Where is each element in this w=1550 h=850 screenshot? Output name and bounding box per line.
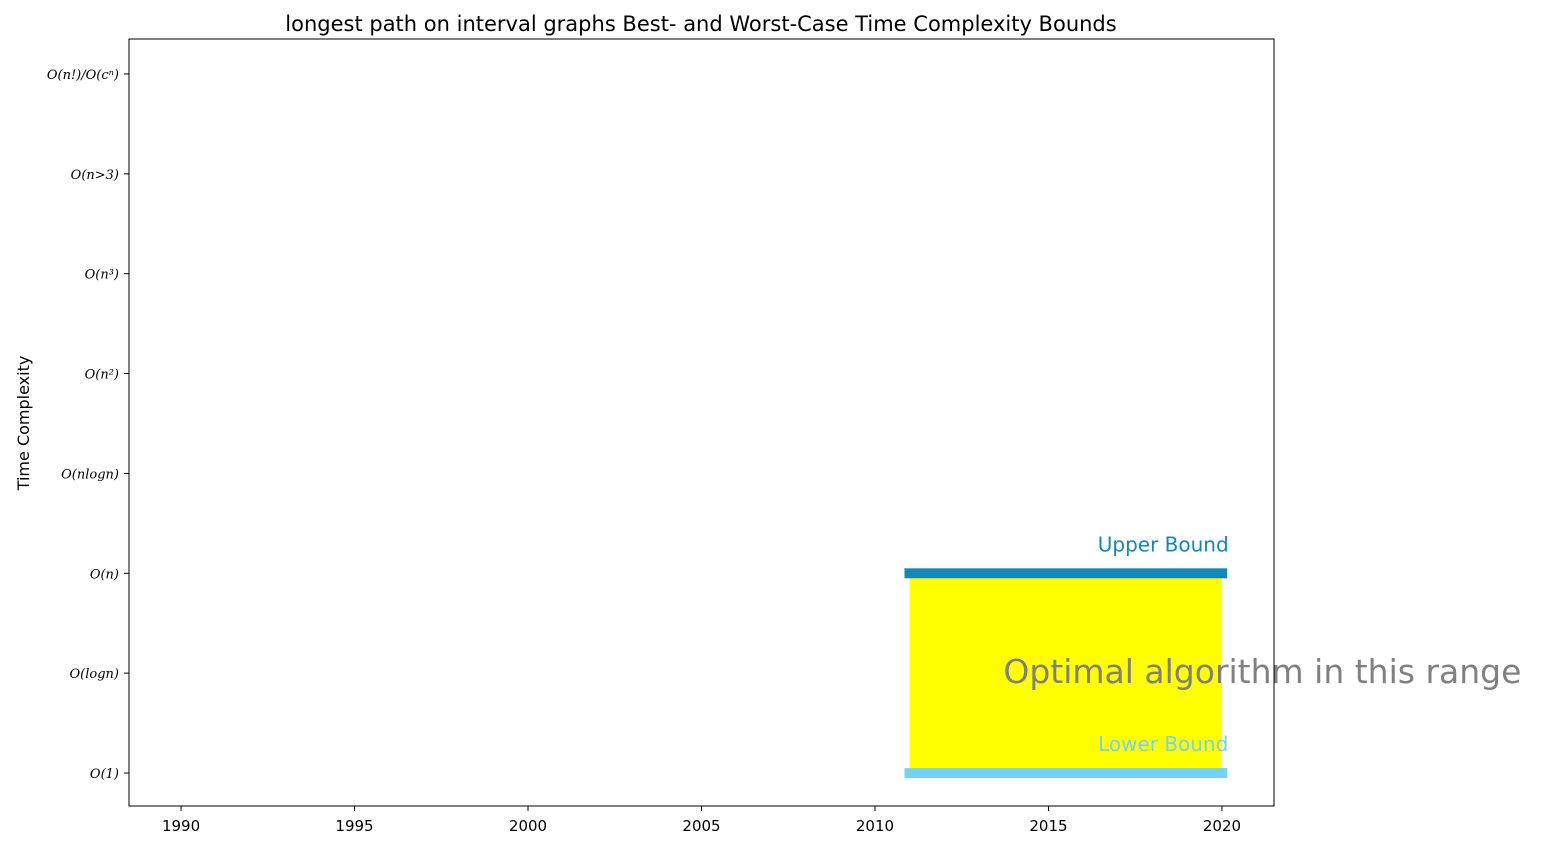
y-tick-label: O(n) [90, 567, 119, 582]
y-tick-label: O(nlogn) [61, 467, 119, 482]
y-tick-label: O(1) [90, 767, 119, 782]
x-tick-label: 2010 [856, 817, 894, 835]
optimal-range-annotation: Optimal algorithm in this range [1003, 652, 1521, 691]
x-tick-label: 1995 [335, 817, 373, 835]
optimal-region [909, 573, 1222, 774]
y-tick-label: O(n!)/O(cⁿ) [47, 68, 119, 83]
x-tick-label: 2020 [1203, 817, 1241, 835]
y-tick-label: O(n³) [85, 268, 119, 283]
upper-bound-label: Upper Bound [1098, 532, 1229, 556]
x-axis: 1990 1995 2000 2005 2010 2015 2020 [162, 806, 1241, 835]
lower-bound-label: Lower Bound [1098, 732, 1228, 756]
x-tick-label: 2005 [682, 817, 720, 835]
y-axis: O(1) O(logn) O(n) O(nlogn) O(n²) O(n³) O(n>3) O… [47, 68, 129, 782]
y-tick-label: O(logn) [70, 667, 119, 682]
chart-title: longest path on interval graphs Best- an… [285, 12, 1116, 36]
y-tick-label: O(n>3) [71, 168, 119, 183]
plot-area: Upper Bound Lower Bound Optimal algorithm … [904, 532, 1521, 779]
lower-bound-bar [904, 768, 1228, 779]
y-tick-label: O(n²) [85, 368, 119, 383]
y-axis-label: Time Complexity [14, 356, 33, 492]
x-tick-label: 1990 [162, 817, 200, 835]
upper-bound-bar [904, 568, 1228, 579]
x-tick-label: 2015 [1029, 817, 1067, 835]
x-tick-label: 2000 [509, 817, 547, 835]
